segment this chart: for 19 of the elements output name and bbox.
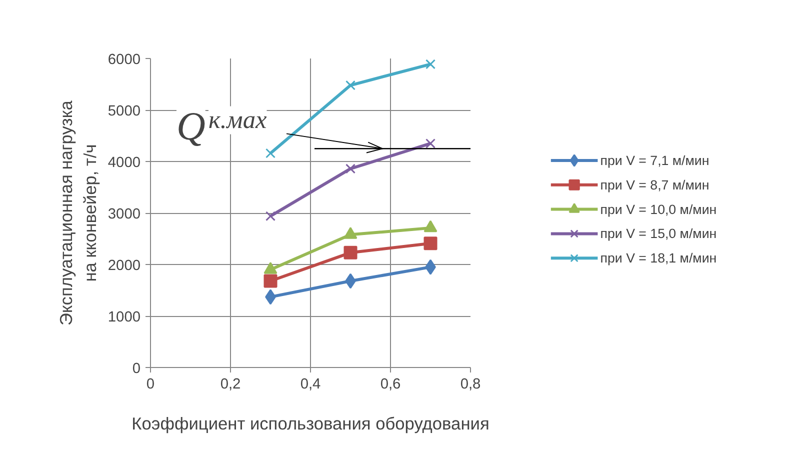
y-tick-label: 1000 — [108, 310, 141, 326]
x-tick-label: 0,4 — [300, 376, 321, 392]
y-tick-label: 4000 — [108, 155, 141, 171]
y-axis-title: Эксплуатационная нагрузка на кконвейер, т/ч — [56, 100, 100, 326]
y-tick-label: 6000 — [108, 52, 141, 68]
legend-label: при V = 10,0 м/мин — [600, 202, 717, 217]
legend-label: при V = 15,0 м/мин — [600, 226, 717, 242]
legend-label: при V = 18,1 м/мин — [600, 250, 717, 266]
x-tick-label: 0,2 — [220, 376, 241, 392]
x-tick-label: 0,8 — [460, 376, 481, 392]
y-tick-label: 2000 — [108, 258, 141, 274]
x-tick-label: 0 — [146, 376, 155, 392]
x-axis-title: Коэффициент использования оборудования — [132, 414, 490, 434]
x-tick-label: 0,6 — [380, 376, 401, 392]
legend-label: при V = 8,7 м/мин — [600, 177, 710, 192]
y-tick-label: 5000 — [108, 104, 141, 120]
y-tick-label: 0 — [132, 361, 141, 377]
legend-label: при V = 7,1 м/мин — [600, 152, 710, 168]
y-tick-label: 3000 — [108, 206, 141, 222]
